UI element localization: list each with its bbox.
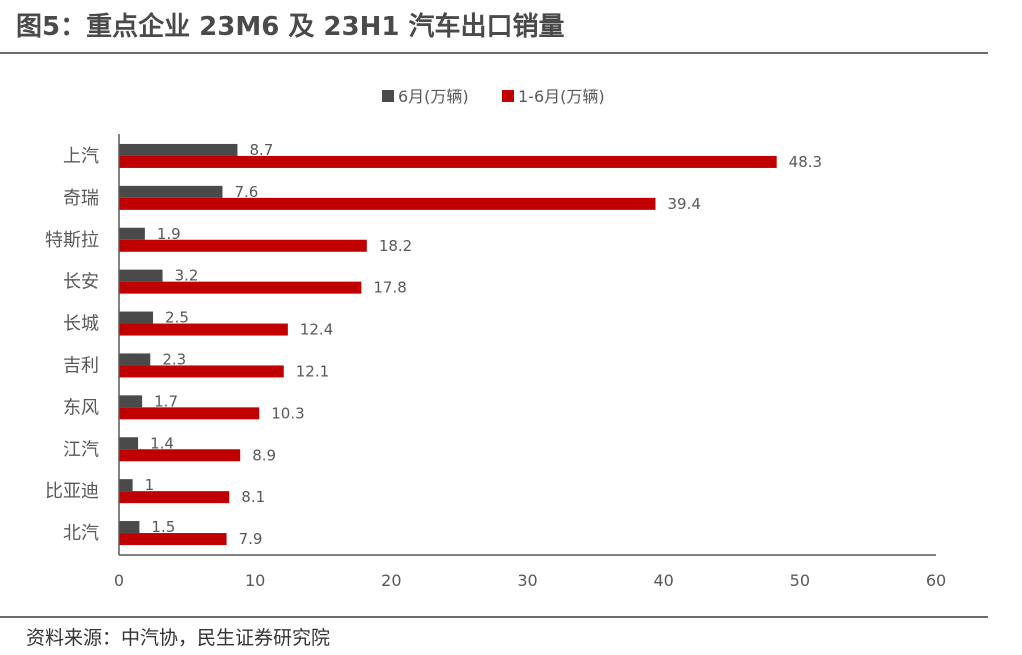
source-note: 资料来源：中汽协，民生证券研究院 [26,627,331,649]
bar-2-4 [119,281,362,294]
category-label-9: 比亚迪 [45,481,99,502]
bar-2-3 [119,239,367,252]
x-tick-label-2: 10 [245,571,265,590]
value-label-2-2: 39.4 [667,195,700,213]
bar-2-5 [119,323,288,336]
bar-2-8 [119,449,241,462]
x-tick-label-6: 50 [790,571,810,590]
page-title: 图5：重点企业 23M6 及 23H1 汽车出口销量 [16,12,565,42]
category-label-3: 特斯拉 [45,230,99,251]
value-label-2-7: 10.3 [271,404,304,422]
footer-divider [0,616,988,618]
value-label-2-6: 12.1 [296,362,329,380]
bar-2-9 [119,491,230,504]
value-label-2-5: 12.4 [300,321,333,339]
category-label-4: 长安 [63,272,99,293]
bar-1-1 [119,143,238,156]
value-label-1-4: 3.2 [175,267,199,285]
bar-2-7 [119,407,260,420]
category-label-5: 长城 [63,314,99,335]
value-labels: 8.7 48.3 7.6 39.4 1.9 18.2 3.2 17.8 2.5 12.4 2.3 12… [145,141,822,548]
category-label-2: 奇瑞 [63,188,99,209]
value-label-2-10: 7.9 [239,530,263,548]
x-tick-label-1: 0 [114,571,124,590]
chart-legend: 6月(万辆) 1-6月(万辆) [382,87,605,106]
bar-1-7 [119,395,143,408]
bar-1-10 [119,521,140,534]
bar-1-2 [119,185,223,198]
x-tick-label-7: 60 [926,571,946,590]
bar-1-9 [119,479,133,492]
value-label-2-1: 48.3 [789,153,822,171]
value-label-2-4: 17.8 [373,279,406,297]
bar-2-10 [119,533,227,546]
value-label-1-1: 8.7 [249,141,273,159]
bar-1-3 [119,227,145,240]
value-label-2-3: 18.2 [379,237,412,255]
category-label-10: 北汽 [63,523,99,544]
value-label-1-10: 1.5 [151,518,175,536]
bar-1-4 [119,269,163,282]
x-tick-label-4: 30 [517,571,537,590]
category-label-6: 吉利 [63,355,99,376]
value-label-1-8: 1.4 [150,434,174,452]
category-label-7: 东风 [63,397,99,418]
legend-label-1: 6月(万辆) [398,87,469,106]
value-label-1-5: 2.5 [165,309,189,327]
bar-1-5 [119,311,154,324]
bar-1-6 [119,353,151,366]
category-label-1: 上汽 [63,146,99,167]
x-tick-label-5: 40 [653,571,673,590]
value-label-1-6: 2.3 [162,350,186,368]
value-label-1-2: 7.6 [234,183,258,201]
legend-label-2: 1-6月(万辆) [518,87,605,106]
legend-swatch-2 [502,90,514,102]
bar-1-8 [119,437,139,450]
category-label-8: 江汽 [63,439,99,460]
bar-2-2 [119,197,656,210]
value-label-1-7: 1.7 [154,392,178,410]
x-tick-label-3: 20 [381,571,401,590]
title-divider [0,52,988,54]
value-label-2-9: 8.1 [241,488,265,506]
legend-swatch-1 [382,90,394,102]
bar-2-1 [119,155,777,168]
value-label-1-9: 1 [145,476,155,494]
value-label-1-3: 1.9 [157,225,181,243]
bars-group [119,143,777,546]
chart-axes: 0 10 20 30 40 50 60 [114,134,946,590]
bar-2-6 [119,365,284,378]
value-label-2-8: 8.9 [252,446,276,464]
